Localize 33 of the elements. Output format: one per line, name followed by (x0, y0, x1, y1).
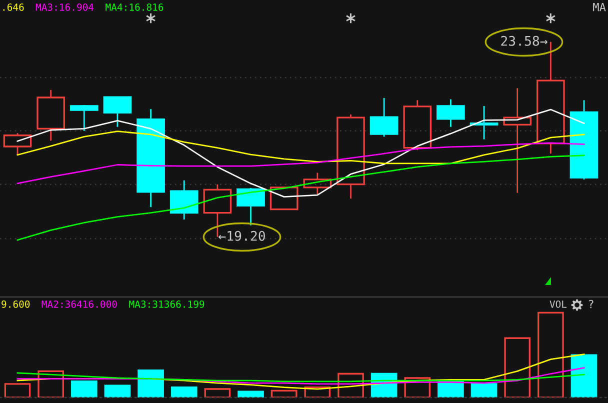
annotation: 23.58→ (501, 36, 548, 46)
annotation: ←19.20 (218, 230, 265, 241)
bar (204, 388, 231, 398)
bar (104, 384, 131, 398)
bar (304, 386, 331, 398)
text: .646 (3, 3, 24, 11)
text: MA3:16.904 (36, 3, 94, 11)
candlestick (136, 108, 165, 208)
text: MA3:31366.199 (129, 300, 204, 308)
bar (570, 354, 598, 398)
bar (470, 383, 498, 398)
bar (238, 390, 264, 398)
bar (404, 377, 431, 398)
bar (138, 370, 164, 398)
bar (38, 370, 64, 398)
text: MA4:16.816 (106, 3, 164, 11)
text: ? (588, 300, 594, 308)
candlestick (36, 89, 65, 142)
bar (70, 380, 98, 398)
bar (170, 386, 198, 398)
candlestick (270, 186, 298, 210)
chart-title: VOL (550, 300, 567, 308)
bar (338, 372, 364, 398)
text: 9.600 (2, 300, 30, 308)
bar (504, 337, 531, 398)
candlestick (503, 87, 532, 194)
annotation: MA (593, 2, 606, 12)
candlestick (103, 96, 132, 128)
bar (270, 390, 298, 398)
bar (538, 312, 564, 398)
text: MA2:36416.000 (42, 300, 117, 308)
bar (4, 383, 31, 398)
candlestick (170, 180, 198, 220)
